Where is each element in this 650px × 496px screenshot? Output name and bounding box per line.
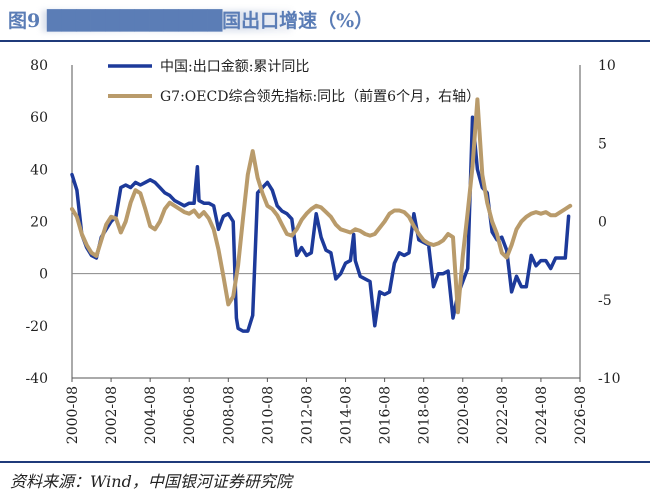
- source-note: 资料来源：Wind，中国银河证券研究院: [10, 472, 292, 491]
- left-axis-tick-label: -20: [25, 319, 48, 335]
- x-axis-tick-label: 2012-08: [299, 386, 315, 444]
- x-axis-tick-label: 2006-08: [182, 386, 198, 444]
- x-axis-tick-label: 2024-08: [534, 386, 550, 444]
- left-axis-tick-label: 0: [39, 267, 48, 283]
- left-axis-tick-label: 20: [30, 215, 48, 231]
- left-axis-tick-label: 60: [30, 110, 48, 126]
- x-axis-tick-label: 2010-08: [260, 386, 276, 444]
- x-axis-tick-label: 2000-08: [65, 386, 81, 444]
- left-axis-tick-label: -40: [25, 371, 48, 387]
- x-axis-tick-label: 2022-08: [495, 386, 511, 444]
- legend-item-china-exports-label: 中国:出口金额:累计同比: [160, 59, 309, 75]
- figure-title-row: 图9 ████████████国出口增速（%）: [0, 0, 650, 40]
- right-axis-tick-label: -10: [598, 371, 621, 387]
- x-axis-tick-label: 2004-08: [143, 386, 159, 444]
- legend-item-g7-oecd-cli-label: G7:OECD综合领先指标:同比（前置6个月，右轴）: [160, 88, 480, 105]
- redacted-title-mask: [42, 10, 292, 32]
- left-axis-tick-label: 80: [30, 58, 48, 74]
- left-axis-tick-label: 40: [30, 162, 48, 178]
- x-axis-tick-label: 2018-08: [417, 386, 433, 444]
- figure-title: 图9 ████████████国出口增速（%）: [8, 10, 374, 32]
- x-axis-tick-label: 2008-08: [221, 386, 237, 444]
- x-axis-tick-label: 2020-08: [456, 386, 472, 444]
- footer-divider: [0, 461, 650, 463]
- right-axis-tick-label: 10: [598, 58, 616, 74]
- x-axis-tick-label: 2002-08: [104, 386, 120, 444]
- title-divider: [0, 40, 650, 42]
- x-axis-tick-label: 2014-08: [339, 386, 355, 444]
- right-axis-tick-label: -5: [598, 293, 612, 309]
- x-axis-tick-label: 2026-08: [573, 386, 589, 444]
- x-axis-tick-label: 2016-08: [378, 386, 394, 444]
- line-chart: 80 60 40 20 0 -20 -40 10 5 0 -5 -10 2000-08 2002-08 20…: [25, 58, 621, 444]
- right-axis-tick-label: 0: [598, 215, 607, 231]
- series-line-g7-oecd-cli: [70, 97, 573, 315]
- right-axis-tick-label: 5: [598, 136, 607, 152]
